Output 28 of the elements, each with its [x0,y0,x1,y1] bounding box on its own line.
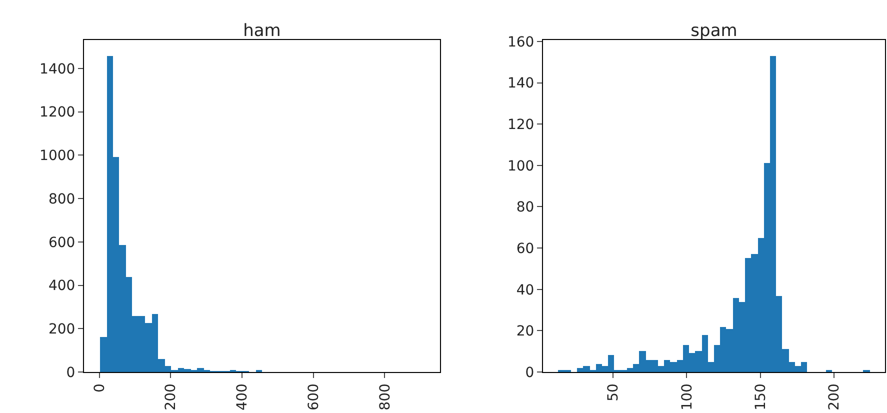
y-tick-label: 160 [507,34,534,50]
y-tick-label: 80 [516,200,534,216]
y-tick-label: 1400 [40,61,76,78]
x-tick-label: 200 [163,384,180,410]
y-tick-label: 1200 [40,104,76,121]
y-tick-label: 200 [48,322,76,338]
y-tick-label: 120 [507,116,534,133]
y-tick-label: 60 [516,240,534,257]
y-tick-label: 100 [507,158,534,174]
x-tick-label: 0 [92,384,108,393]
x-tick-label: 800 [377,384,394,410]
x-tick-label: 50 [606,384,622,402]
y-tick-label: 20 [516,324,534,340]
chart-title: ham [243,21,281,41]
y-tick-label: 0 [525,364,534,381]
y-tick-label: 0 [66,364,76,381]
x-tick-label: 100 [679,384,696,410]
x-tick-label: 150 [752,384,769,410]
y-tick-label: 1000 [40,148,76,164]
y-tick-label: 40 [516,282,534,298]
x-tick-label: 400 [234,384,251,410]
y-tick-label: 600 [48,234,76,251]
y-tick-label: 140 [507,76,534,92]
chart-title: spam [690,21,738,41]
x-tick-label: 600 [306,384,322,410]
x-tick-label: 200 [826,384,843,410]
y-tick-label: 400 [48,278,76,294]
y-tick-label: 800 [48,191,76,208]
